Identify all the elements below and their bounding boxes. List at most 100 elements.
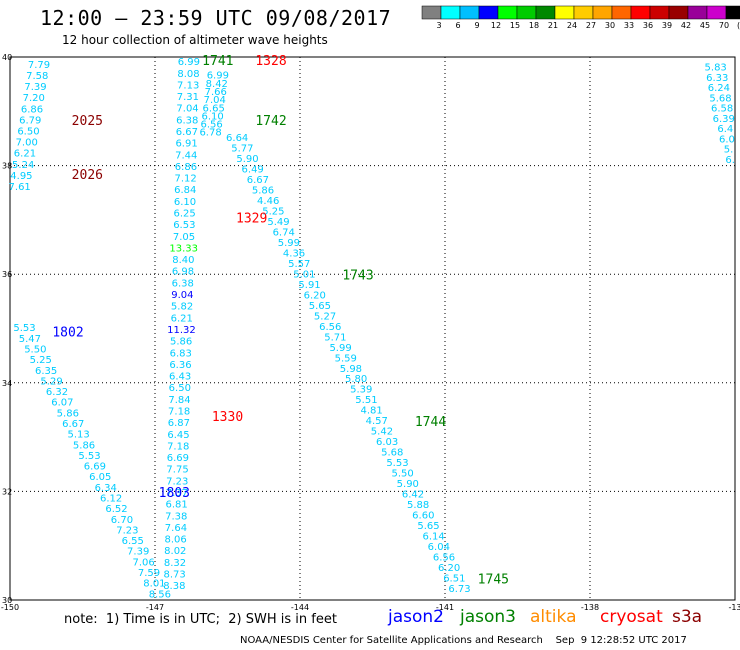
pass-label: 2025 xyxy=(72,114,103,129)
swh-value-label: 5.39 xyxy=(350,385,372,396)
swh-value-label: 7.05 xyxy=(173,232,195,243)
swh-value-label: 6.79 xyxy=(19,115,41,126)
swh-value-label: 6.21 xyxy=(171,313,193,324)
swh-value-label: 5. xyxy=(724,145,734,156)
swh-value-label: 5.57 xyxy=(288,259,310,270)
swh-value-label: 6.86 xyxy=(175,162,197,173)
colorbar-label: 21 xyxy=(548,21,558,30)
swh-value-label: 5.51 xyxy=(355,395,377,406)
swh-value-label: 7.64 xyxy=(165,523,187,534)
swh-value-label: 6.64 xyxy=(226,133,248,144)
swh-value-label: 5.25 xyxy=(30,355,52,366)
swh-value-label: 6.35 xyxy=(35,366,57,377)
page-subtitle: 12 hour collection of altimeter wave hei… xyxy=(62,33,328,47)
colorbar-swatch xyxy=(687,5,708,20)
swh-value-label: 6.56 xyxy=(433,552,455,563)
swh-value-label: 5.29 xyxy=(40,376,62,387)
swh-value-label: 6.53 xyxy=(173,220,195,231)
swh-value-label: 6.20 xyxy=(438,563,460,574)
swh-value-label: 6.10 xyxy=(202,111,224,122)
swh-value-label: 4.95 xyxy=(10,171,32,182)
swh-value-label: 6.67 xyxy=(247,175,269,186)
colorbar-label: 3 xyxy=(436,21,441,30)
colorbar-swatch xyxy=(592,5,613,20)
swh-value-label: 6.45 xyxy=(167,430,189,441)
colorbar-label: 27 xyxy=(586,21,596,30)
swh-value-label: 6.70 xyxy=(111,515,133,526)
swh-value-label: 6.39 xyxy=(713,114,735,125)
swh-value-label: 7.61 xyxy=(9,182,31,193)
swh-value-label: 5.59 xyxy=(335,353,357,364)
swh-value-label: 6.42 xyxy=(402,490,424,501)
swh-value-label: 5.27 xyxy=(314,311,336,322)
swh-value-label: 7.38 xyxy=(165,511,187,522)
swh-value-label: 6.60 xyxy=(412,510,434,521)
swh-value-label: 9.04 xyxy=(171,290,193,301)
legend-altika: altika xyxy=(530,607,577,627)
legend-cryosat: cryosat xyxy=(600,607,663,627)
swh-value-label: 7.13 xyxy=(177,80,199,91)
swh-value-label: 7.04 xyxy=(204,95,226,106)
swh-value-label: 6.12 xyxy=(100,493,122,504)
swh-value-label: 5.01 xyxy=(293,269,315,280)
colorbar-swatch xyxy=(478,5,499,20)
swh-value-label: 6.52 xyxy=(105,504,127,515)
swh-value-label: 5.68 xyxy=(709,93,731,104)
swh-value-label: 5.90 xyxy=(397,479,419,490)
pass-label: 1743 xyxy=(342,269,373,284)
pass-label: 2026 xyxy=(72,168,103,183)
swh-value-label: 6.14 xyxy=(423,531,445,542)
pass-label: 1330 xyxy=(212,410,243,425)
swh-value-label: 6.86 xyxy=(21,104,43,115)
colorbar-label: 9 xyxy=(474,21,479,30)
swh-value-label: 8.42 xyxy=(206,79,228,90)
swh-value-label: 6.38 xyxy=(172,278,194,289)
swh-value-label: 6.20 xyxy=(304,290,326,301)
swh-value-label: 5.90 xyxy=(236,154,258,165)
swh-value-label: 6.83 xyxy=(170,348,192,359)
swh-value-label: 8.56 xyxy=(149,589,171,600)
swh-value-label: 7.12 xyxy=(174,174,196,185)
colorbar-label: 45 xyxy=(700,21,710,30)
swh-value-label: 5.71 xyxy=(324,332,346,343)
swh-value-label: 7.04 xyxy=(176,104,198,115)
x-tick-label: -144 xyxy=(291,603,309,612)
swh-value-label: 6.69 xyxy=(84,462,106,473)
swh-value-label: 5.82 xyxy=(171,302,193,313)
swh-value-label: 5.86 xyxy=(57,408,79,419)
swh-value-label: 6.81 xyxy=(165,500,187,511)
swh-value-label: 6.4 xyxy=(717,124,733,135)
swh-value-label: 5.88 xyxy=(407,500,429,511)
swh-value-label: 11.32 xyxy=(167,325,196,336)
swh-value-label: 6.33 xyxy=(706,73,728,84)
swh-value-label: 5.50 xyxy=(391,469,413,480)
colorbar-label: 42 xyxy=(681,21,691,30)
swh-value-label: 8.32 xyxy=(164,558,186,569)
swh-value-label: 5.86 xyxy=(252,186,274,197)
colorbar-label: 30 xyxy=(605,21,615,30)
swh-value-label: 5.99 xyxy=(329,343,351,354)
swh-value-label: 5.47 xyxy=(19,334,41,345)
pass-label: 1742 xyxy=(255,114,286,129)
swh-value-label: 6.07 xyxy=(51,398,73,409)
colorbar-swatch xyxy=(573,5,594,20)
swh-value-label: 6.98 xyxy=(172,267,194,278)
swh-value-label: 5.65 xyxy=(309,301,331,312)
swh-value-label: 7.84 xyxy=(168,395,190,406)
swh-value-label: 5.53 xyxy=(78,451,100,462)
swh-value-label: 8.02 xyxy=(164,546,186,557)
swh-value-label: 6.78 xyxy=(199,128,221,139)
swh-value-label: 6.05 xyxy=(89,472,111,483)
colorbar-label: 18 xyxy=(529,21,539,30)
swh-value-label: 6.24 xyxy=(708,83,730,94)
colorbar-swatch xyxy=(706,5,727,20)
swh-value-label: 6.65 xyxy=(203,103,225,114)
colorbar-swatch xyxy=(554,5,575,20)
swh-value-label: 6.55 xyxy=(122,536,144,547)
swh-value-label: 6.69 xyxy=(167,453,189,464)
swh-value-label: 5.68 xyxy=(381,448,403,459)
swh-value-label: 6.99 xyxy=(207,71,229,82)
y-tick-label: 30 xyxy=(2,596,12,605)
swh-value-label: 7.44 xyxy=(175,150,197,161)
